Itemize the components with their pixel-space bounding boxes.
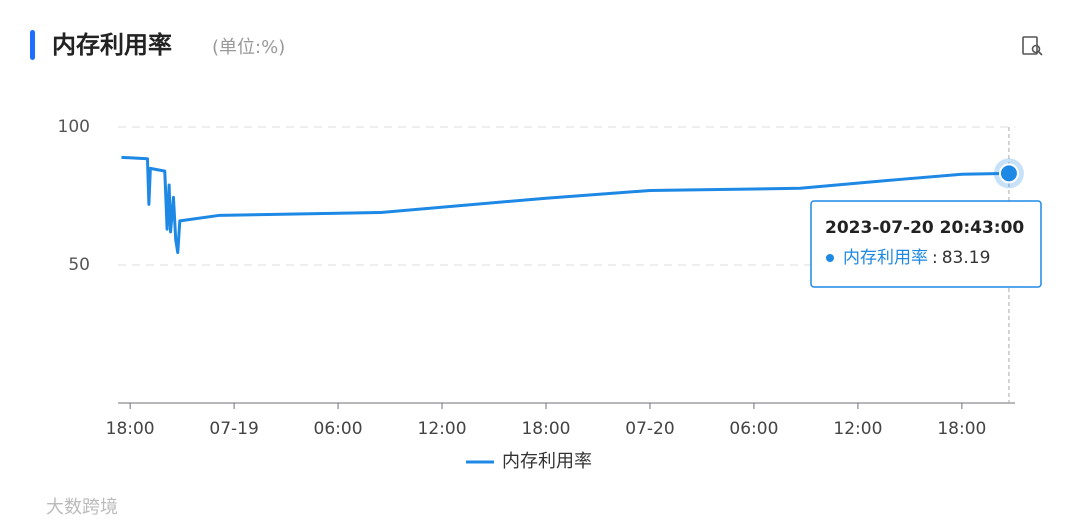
x-tick-label: 07-19 [209, 419, 258, 439]
chart-title: 内存利用率 [52, 31, 172, 59]
point [998, 163, 1019, 184]
tooltip-dot [826, 254, 834, 262]
legend-label: 内存利用率 [502, 451, 592, 472]
x-tick-label: 18:00 [106, 419, 155, 439]
export-icon[interactable] [1022, 36, 1043, 56]
x-tick-label: 06:00 [729, 419, 778, 439]
x-tick-label: 12:00 [418, 419, 467, 439]
tooltip-name: 内存利用率 [843, 248, 928, 268]
chart-subtitle: (单位:%) [212, 37, 285, 58]
y-tick-label: 100 [58, 117, 90, 137]
tooltip: 2023-07-20 20:43:00 内存利用率:83.19 [810, 200, 1042, 288]
tooltip-box [810, 200, 1042, 288]
x-tick-label: 12:00 [833, 419, 882, 439]
x-tick-label: 18:00 [521, 419, 570, 439]
tooltip-series: 内存利用率:83.19 [843, 248, 990, 268]
title-accent [30, 30, 35, 60]
x-tick-label: 07-20 [625, 419, 674, 439]
x-tick-label: 06:00 [314, 419, 363, 439]
line [121, 155, 1009, 255]
y-tick-label: 50 [68, 255, 90, 275]
tooltip-sep: : [932, 248, 938, 268]
tooltip-title: 2023-07-20 20:43:00 [825, 218, 1024, 238]
x-tick-label: 18:00 [937, 419, 986, 439]
tooltip-value: 83.19 [942, 248, 991, 268]
watermark: 大数跨境 [46, 497, 118, 518]
